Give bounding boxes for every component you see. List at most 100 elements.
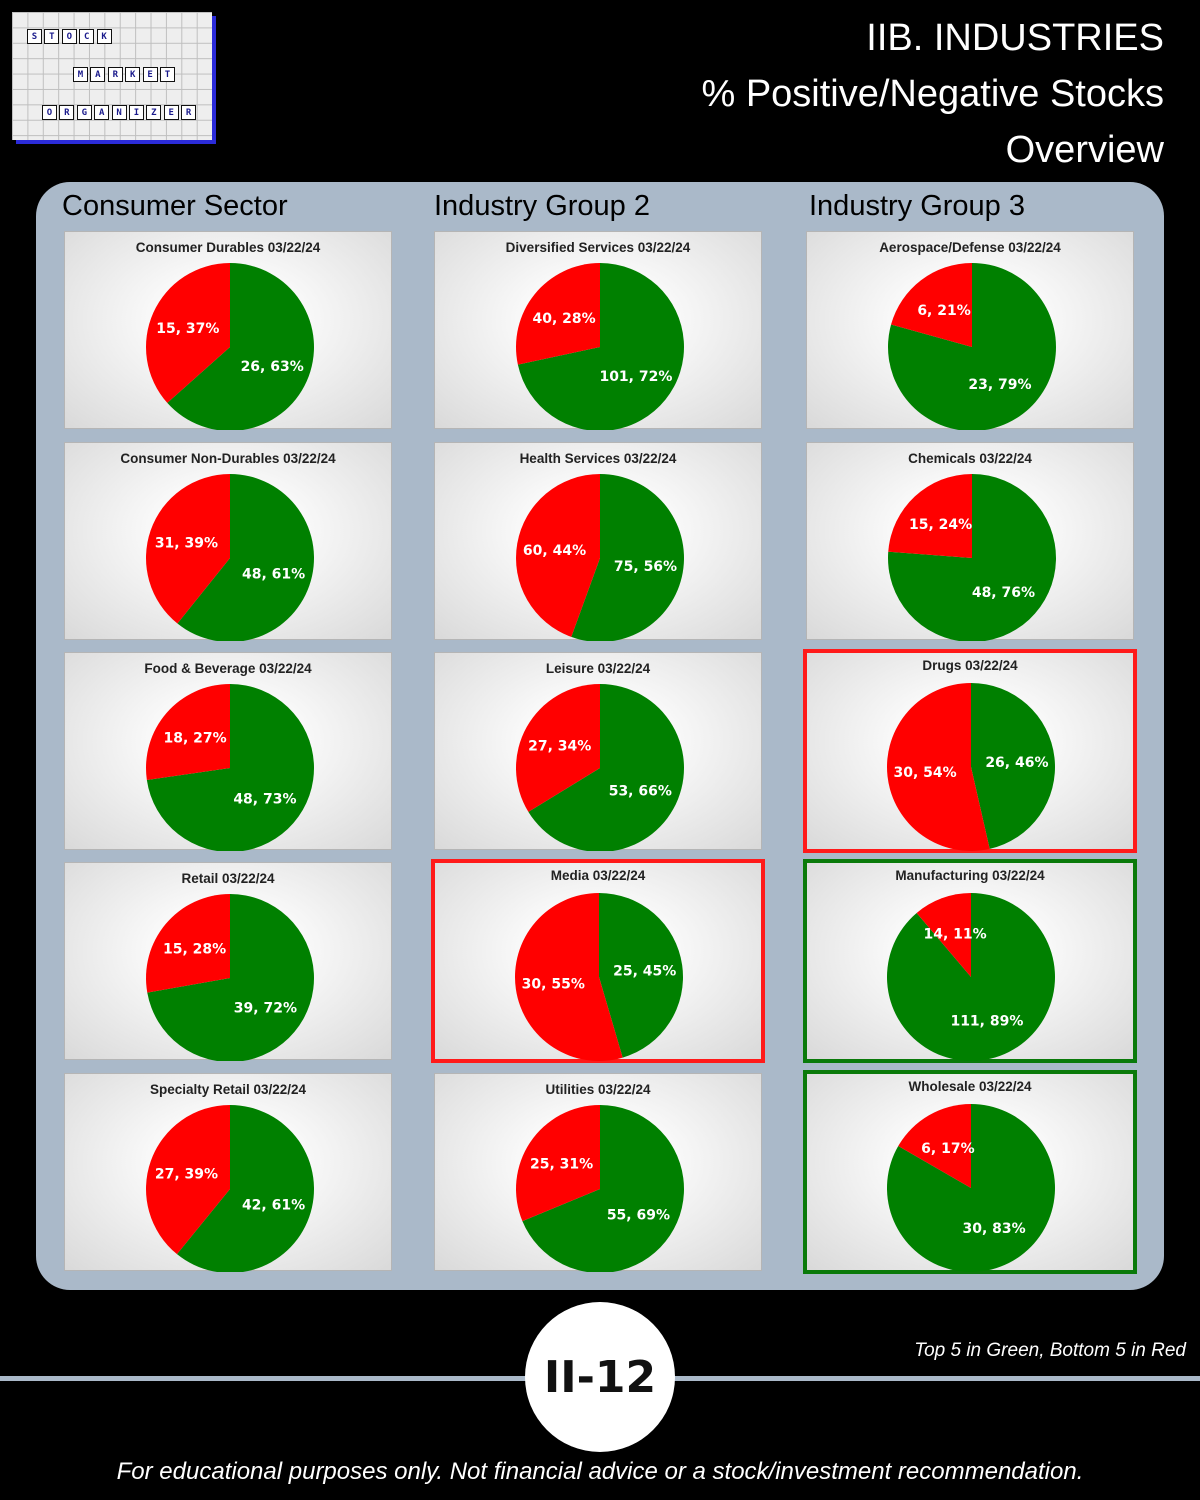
pie-slice-positive [599,893,683,1058]
chart-title: Leisure 03/22/24 [545,661,651,676]
pie-chart: 31, 39% 48, 61% [146,474,314,641]
pie-label-negative: 6, 21% [917,303,970,319]
chart-title: Manufacturing 03/22/24 [895,868,1045,883]
chart-title: Utilities 03/22/24 [545,1082,651,1097]
pie-label-positive: 101, 72% [599,369,672,385]
pie-label-negative: 27, 39% [155,1167,218,1183]
pie-slice-negative [146,474,230,624]
pie-slice-positive [528,684,684,851]
pie-slice-negative [146,894,230,993]
pie-label-negative: 18, 27% [163,731,226,747]
pie-label-positive: 26, 46% [985,755,1048,771]
pie-chart: 60, 44% 75, 56% [516,474,684,641]
pie-chart-card: Wholesale 03/22/24 6, 17% 30, 83% [803,1070,1137,1274]
pie-chart: 18, 27% 48, 73% [146,684,314,851]
pie-slice-negative [516,263,600,365]
logo-letter: O [42,105,57,120]
pie-slice-negative [891,263,972,347]
logo-letter: Z [146,105,162,120]
pie-chart-card: Utilities 03/22/24 25, 31% 55, 69% [434,1073,762,1272]
pie-label-positive: 55, 69% [607,1208,670,1224]
pie-slice-negative [887,683,990,851]
pie-slice-negative [898,1104,971,1188]
pie-label-positive: 111, 89% [950,1013,1023,1029]
logo-letter: A [94,105,110,120]
pie-slice-negative [888,474,972,558]
pie-chart: 40, 28% 101, 72% [516,263,684,430]
logo-letter: O [61,29,77,44]
pie-chart: 15, 37% 26, 63% [146,263,314,430]
pie-chart-card: Consumer Durables 03/22/24 15, 37% 26, 63% [64,231,392,430]
logo-letter: K [96,29,112,44]
chart-title: Chemicals 03/22/24 [908,451,1032,466]
pie-chart: 6, 21% 23, 79% [888,263,1056,430]
pie-slice-negative [516,684,600,812]
page-title: IIB. INDUSTRIES % Positive/Negative Stoc… [701,10,1164,178]
pie-slice-negative [516,1105,600,1222]
logo-letter: T [44,29,60,44]
title-line-1: IIB. INDUSTRIES [866,17,1164,59]
column-heading-2: Industry Group 2 [434,190,650,222]
disclaimer: For educational purposes only. Not finan… [116,1458,1084,1485]
title-line-3: Overview [1005,129,1164,171]
chart-title: Wholesale 03/22/24 [908,1079,1032,1094]
pie-label-negative: 30, 55% [522,977,585,993]
pie-slice-negative [916,893,971,977]
pie-slice-negative [146,263,230,403]
logo-letter: M [73,67,88,82]
pie-label-negative: 25, 31% [530,1156,593,1172]
logo-letter: I [128,105,144,120]
pie-chart: 27, 39% 42, 61% [146,1105,314,1272]
pie-chart-card: Drugs 03/22/24 30, 54% 26, 46% [803,649,1137,853]
pie-chart: 14, 11% 111, 89% [887,893,1055,1061]
pie-slice-positive [177,474,314,641]
pie-label-positive: 48, 73% [233,791,296,807]
pie-label-negative: 27, 34% [528,738,591,754]
pie-label-negative: 14, 11% [923,927,986,943]
pie-label-negative: 15, 37% [156,321,219,337]
pie-label-negative: 31, 39% [155,536,218,552]
chart-title: Drugs 03/22/24 [922,658,1018,673]
chart-title: Consumer Durables 03/22/24 [135,240,321,255]
chart-title: Media 03/22/24 [550,868,646,883]
pie-chart-card: Retail 03/22/24 15, 28% 39, 72% [64,862,392,1061]
pie-label-positive: 53, 66% [609,784,672,800]
title-line-2: % Positive/Negative Stocks [701,73,1164,115]
logo-letter: R [59,105,75,120]
pie-chart-card: Consumer Non-Durables 03/22/24 31, 39% 48,… [64,442,392,641]
pie-chart: 15, 24% 48, 76% [888,474,1056,641]
pie-label-positive: 48, 76% [972,585,1035,601]
chart-title: Specialty Retail 03/22/24 [149,1082,307,1097]
pie-label-positive: 26, 63% [241,359,304,375]
pie-chart-card: Diversified Services 03/22/24 40, 28% 101,… [434,231,762,430]
pie-slice-positive [522,1105,684,1272]
pie-label-positive: 30, 83% [963,1221,1026,1237]
column-heading-3: Industry Group 3 [809,190,1025,222]
pie-slice-positive [147,894,314,1061]
chart-title: Health Services 03/22/24 [519,451,677,466]
pie-chart-card: Chemicals 03/22/24 15, 24% 48, 76% [806,442,1134,641]
pie-label-negative: 6, 17% [921,1141,974,1157]
logo-letter: N [111,105,127,120]
pie-label-positive: 39, 72% [234,1001,297,1017]
chart-title: Diversified Services 03/22/24 [505,240,691,255]
logo-letter: E [163,105,179,120]
pie-slice-negative [146,1105,230,1255]
logo-letter: E [142,67,158,82]
pie-slice-negative [516,474,600,637]
pie-slice-negative [514,893,623,1061]
pie-label-positive: 75, 56% [614,559,677,575]
logo-letter: T [159,67,175,82]
pie-label-positive: 25, 45% [613,963,676,979]
pie-slice-positive [888,263,1056,430]
pie-chart: 30, 55% 25, 45% [514,893,683,1061]
pie-chart: 6, 17% 30, 83% [887,1104,1055,1272]
pie-label-negative: 15, 24% [909,517,972,533]
pie-slice-positive [146,684,314,851]
logo-letter: K [125,67,141,82]
pie-slice-positive [971,683,1055,849]
logo-letter: R [181,105,197,120]
page-number-badge: II-12 [525,1302,675,1452]
pie-slice-negative [146,684,230,780]
chart-title: Consumer Non-Durables 03/22/24 [120,451,336,466]
